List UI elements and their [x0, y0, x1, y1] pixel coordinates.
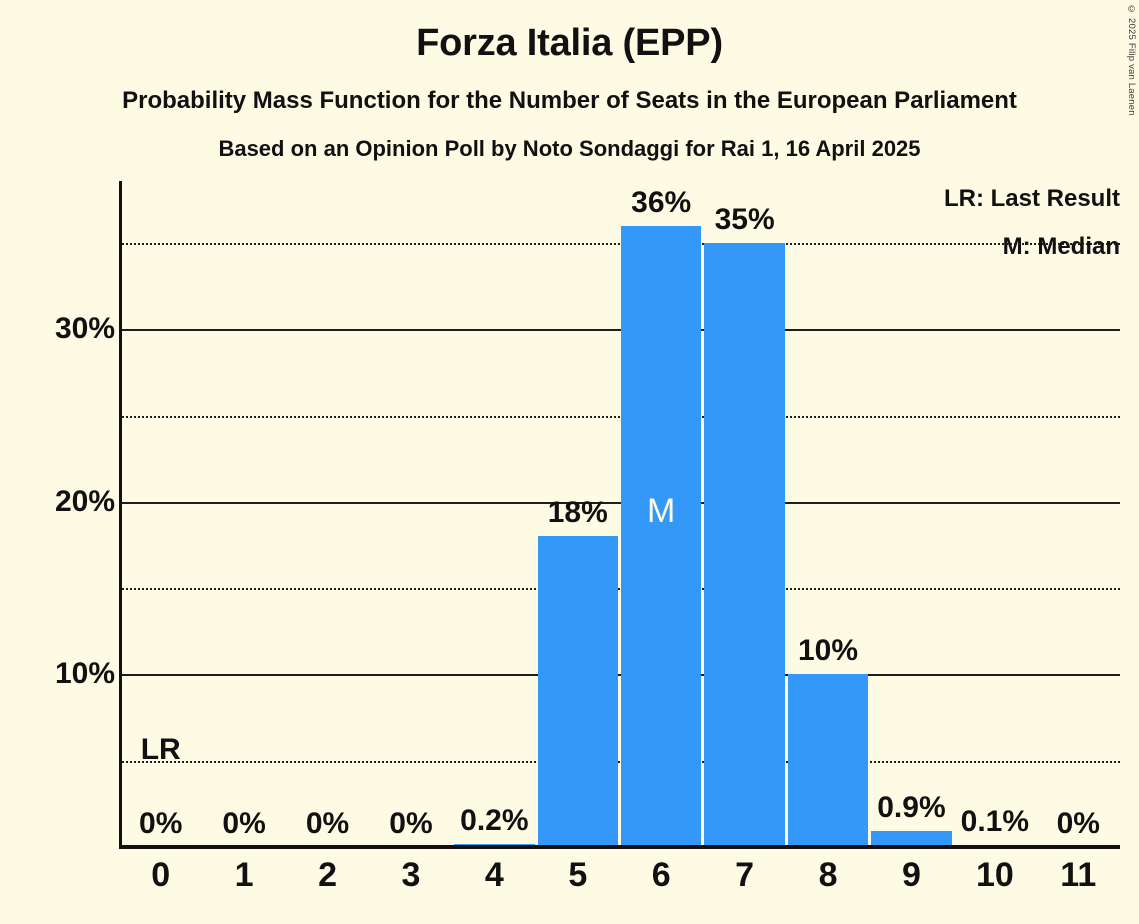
legend-last-result: LR: Last Result	[943, 185, 1120, 212]
x-axis-tick-label: 3	[401, 856, 421, 894]
bar-value-label: 0%	[139, 807, 183, 840]
x-axis-tick-label: 11	[1060, 856, 1097, 894]
bar[interactable]: M	[621, 225, 702, 847]
bar[interactable]	[537, 536, 618, 847]
x-axis-tick-label: 7	[735, 856, 755, 894]
legend-median: M: Median	[1002, 233, 1120, 260]
y-axis-tick-label: 30%	[54, 312, 115, 346]
bar-value-label: 0%	[222, 807, 266, 840]
x-axis-tick-label: 2	[318, 856, 337, 894]
gridline-minor	[119, 243, 1120, 246]
gridline-major	[119, 674, 1120, 677]
x-axis-tick-label: 6	[651, 856, 671, 894]
gridline-minor	[119, 760, 1120, 763]
x-axis-line	[119, 845, 1120, 849]
bar-value-label: 0%	[305, 807, 350, 840]
bar-value-label: 0%	[389, 807, 433, 840]
bar-value-label: 10%	[798, 634, 859, 668]
median-marker: M	[647, 491, 676, 530]
x-axis-tick-label: 8	[818, 856, 838, 894]
bar-value-label: 0.2%	[460, 803, 529, 837]
plot-area: M	[119, 181, 1120, 849]
x-axis-tick-label: 0	[151, 856, 171, 894]
bar-value-label: 0%	[1056, 807, 1100, 840]
bar-value-label: 36%	[631, 185, 692, 219]
chart-source-line: Based on an Opinion Poll by Noto Sondagg…	[218, 136, 921, 161]
bar[interactable]	[871, 831, 952, 847]
y-axis-tick-label: 20%	[54, 484, 115, 518]
bar-value-label: 35%	[714, 203, 775, 237]
x-axis-tick-label: 10	[975, 856, 1014, 894]
bar-value-label: 0.9%	[877, 791, 946, 825]
x-axis-tick-label: 5	[568, 856, 588, 894]
bar[interactable]	[787, 674, 869, 847]
y-axis-tick-label: 10%	[54, 657, 115, 691]
gridline-major	[119, 501, 1120, 504]
x-axis-tick-label: 9	[901, 856, 921, 894]
bar[interactable]	[704, 243, 785, 847]
last-result-marker: LR	[140, 732, 181, 766]
y-axis-line	[119, 181, 122, 849]
chart-subtitle: Probability Mass Function for the Number…	[122, 87, 1017, 114]
copyright-notice: © 2025 Filip van Laenen	[1126, 4, 1137, 116]
bar-value-label: 18%	[547, 496, 608, 530]
gridline-minor	[119, 588, 1120, 591]
x-axis-tick-label: 1	[234, 856, 254, 894]
gridline-minor	[119, 415, 1120, 418]
x-axis-tick-label: 4	[484, 856, 504, 894]
bar-value-label: 0.1%	[960, 805, 1030, 839]
gridline-major	[119, 329, 1120, 332]
page-title: Forza Italia (EPP)	[416, 22, 723, 64]
